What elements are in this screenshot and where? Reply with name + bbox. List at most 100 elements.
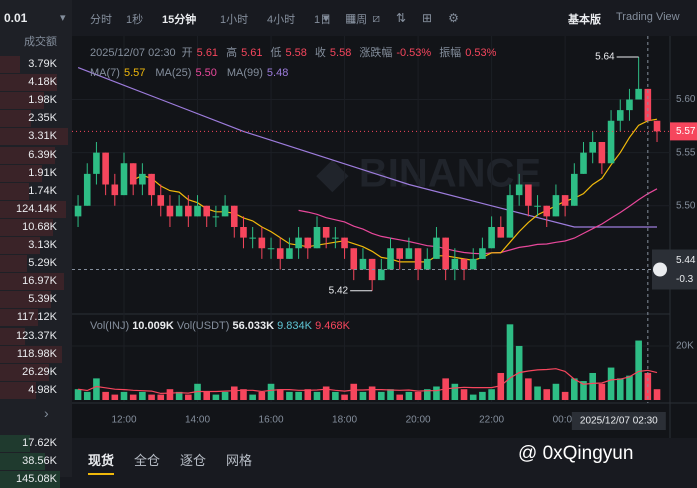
ma99-line bbox=[77, 67, 657, 228]
candle-body bbox=[276, 248, 284, 259]
interval[interactable]: 分时 bbox=[90, 14, 112, 26]
candle-body bbox=[460, 258, 468, 270]
field-label: 开 bbox=[181, 47, 193, 59]
volume-bar bbox=[322, 386, 330, 400]
volume-bar bbox=[387, 389, 394, 400]
volume-bar bbox=[332, 391, 339, 400]
candle-body bbox=[267, 248, 275, 250]
candle-body bbox=[304, 237, 312, 249]
candle-body bbox=[607, 120, 615, 164]
mode-tv[interactable]: Trading View bbox=[616, 11, 680, 23]
volume-bar bbox=[157, 394, 165, 400]
bar-bg bbox=[0, 128, 68, 146]
bar-bg bbox=[0, 291, 51, 309]
volume-value: 5.29K bbox=[28, 257, 57, 270]
tab[interactable]: 全仓 bbox=[134, 453, 161, 468]
volume-bar bbox=[359, 391, 367, 400]
ma-legend: MA(7) 5.57 MA(25) 5.50 MA(99) 5.48 bbox=[90, 67, 298, 79]
candle-body bbox=[451, 258, 459, 270]
x-tick-label: 22:00 bbox=[479, 415, 504, 426]
volume-bar bbox=[469, 394, 477, 400]
volume-value: 10.68K bbox=[22, 220, 57, 233]
volume-bar bbox=[488, 389, 495, 400]
volume-value: 16.97K bbox=[22, 275, 57, 288]
volume-value: 4.18K bbox=[28, 76, 57, 89]
volume-bar bbox=[286, 391, 293, 400]
time: 2025/12/07 02:30 bbox=[90, 47, 176, 59]
column-header: 成交额 bbox=[24, 36, 57, 48]
field-label: 高 bbox=[226, 47, 238, 59]
volume-bar bbox=[120, 391, 128, 400]
volume-bar bbox=[414, 391, 422, 400]
interval[interactable]: 4小时 bbox=[267, 14, 296, 26]
field-label: 低 bbox=[270, 47, 282, 59]
x-tick-label: 20:00 bbox=[406, 415, 431, 426]
volume-bar bbox=[240, 389, 247, 400]
volume-bar bbox=[396, 394, 403, 400]
volume-value: 38.56K bbox=[22, 455, 57, 467]
toolbar bbox=[72, 0, 697, 36]
candle-body bbox=[543, 205, 551, 217]
volume-bar bbox=[203, 391, 211, 400]
dropdown[interactable]: ▾ bbox=[60, 12, 66, 24]
tab[interactable]: 网格 bbox=[226, 453, 253, 468]
candle-body bbox=[534, 205, 541, 207]
candle-body bbox=[74, 205, 82, 217]
candle-body bbox=[230, 205, 238, 227]
candle-body bbox=[378, 269, 385, 281]
field-value: 0.53% bbox=[465, 47, 497, 59]
tab[interactable]: 现货 bbox=[88, 450, 115, 475]
candle-body bbox=[414, 248, 422, 270]
last-price-label: 5.57 bbox=[676, 126, 696, 137]
volume-bar bbox=[258, 391, 266, 400]
candle-body bbox=[240, 227, 247, 238]
candle-body bbox=[185, 205, 192, 217]
interval[interactable]: 1秒 bbox=[126, 14, 144, 26]
bar-bg bbox=[0, 74, 57, 92]
field-label: 涨跌幅 bbox=[359, 47, 393, 59]
volume-bar bbox=[607, 367, 615, 400]
value: 10.009K bbox=[132, 320, 174, 332]
tick-size[interactable]: 0.01 bbox=[4, 11, 28, 25]
interval[interactable]: 1日 bbox=[314, 14, 332, 26]
volume-bar bbox=[506, 324, 514, 400]
candle-body bbox=[626, 99, 633, 111]
volume-bar bbox=[460, 389, 468, 400]
field-value: 5.61 bbox=[241, 47, 263, 59]
tool-icons[interactable]: ▾▦⧄⇅⊞⚙ bbox=[323, 11, 475, 25]
candle-body bbox=[258, 237, 266, 249]
ma-value: 5.57 bbox=[123, 67, 146, 79]
annotation-label: 5.42 bbox=[329, 285, 349, 296]
candle-body bbox=[203, 205, 211, 217]
bar-bg bbox=[0, 182, 29, 200]
candle-body bbox=[525, 184, 532, 206]
volume-bar bbox=[451, 383, 459, 400]
volume-value: 123.37K bbox=[16, 329, 57, 342]
tab[interactable]: 逐仓 bbox=[180, 453, 207, 468]
mode-basic[interactable]: 基本版 bbox=[568, 14, 601, 26]
bar-bg bbox=[0, 200, 66, 218]
volume-bar bbox=[653, 389, 661, 400]
volume-bar bbox=[350, 383, 358, 400]
label: Vol(USDT) bbox=[176, 320, 230, 332]
candle-body bbox=[561, 195, 569, 206]
candle-body bbox=[111, 184, 119, 196]
candle-body bbox=[102, 152, 109, 185]
volume-bar bbox=[102, 391, 109, 400]
volume-bar bbox=[295, 391, 302, 400]
candle-body bbox=[589, 142, 596, 153]
bar-bg bbox=[0, 56, 20, 73]
more[interactable]: › bbox=[44, 405, 49, 421]
bar-bg bbox=[0, 255, 27, 273]
interval[interactable]: 1小时 bbox=[220, 14, 249, 26]
crosshair-price: 5.44 bbox=[676, 255, 696, 266]
volume-bar bbox=[561, 391, 569, 400]
interval[interactable]: 1周 bbox=[350, 14, 368, 26]
interval[interactable]: 15分钟 bbox=[162, 14, 197, 26]
candle-body bbox=[83, 173, 91, 206]
volume-bar bbox=[626, 375, 633, 400]
candle-body bbox=[341, 237, 348, 249]
field-value: 5.61 bbox=[196, 47, 219, 59]
bar-bg bbox=[0, 218, 53, 236]
candle-body bbox=[212, 216, 220, 218]
